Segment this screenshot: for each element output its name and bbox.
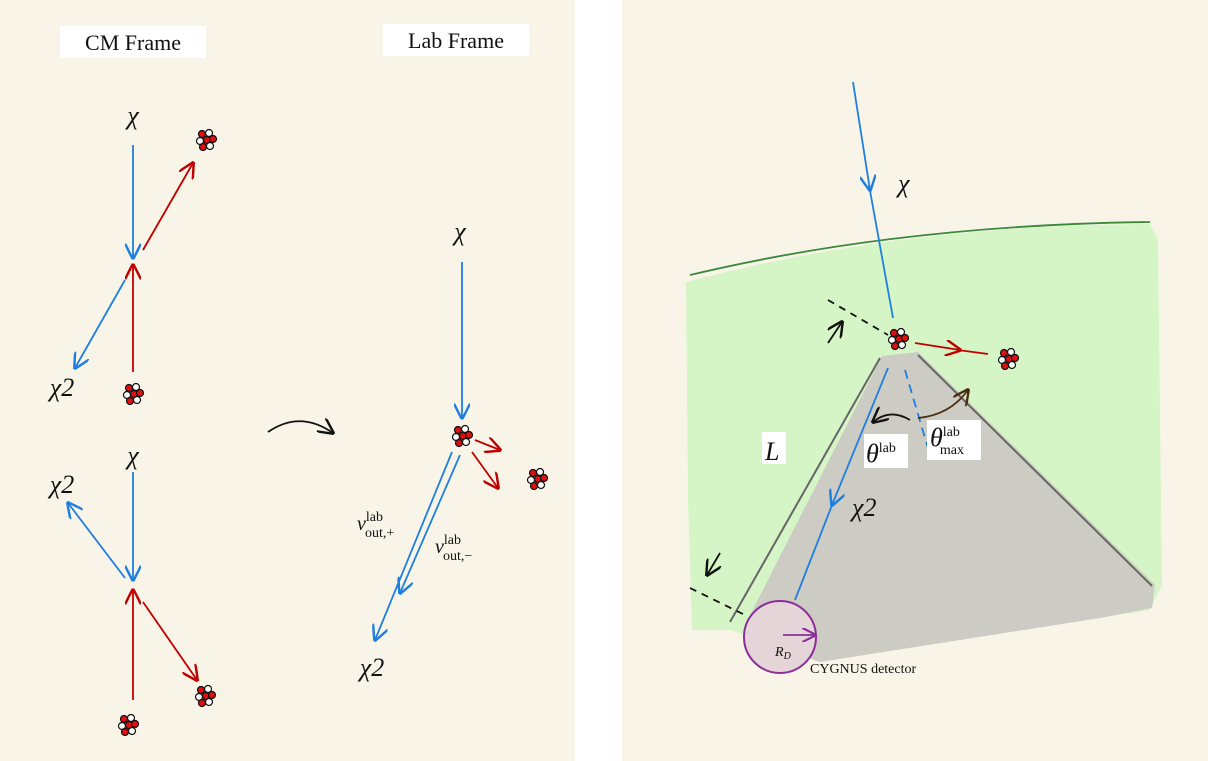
trajectories xyxy=(689,81,989,616)
lab-frame xyxy=(375,262,500,640)
transform-arrow xyxy=(267,421,333,433)
chi-label: χ xyxy=(124,441,139,470)
chi2-label: χ2 xyxy=(357,653,384,682)
cm-title: CM Frame xyxy=(85,30,181,55)
radius-label: RD xyxy=(774,645,792,662)
chi2-label: χ2 xyxy=(47,470,74,499)
chi2-label: χ2 xyxy=(849,493,876,522)
detector-label: CYGNUS detector xyxy=(810,662,916,677)
label-bg xyxy=(762,432,786,464)
detector xyxy=(743,600,817,674)
lab-title: Lab Frame xyxy=(408,28,504,53)
label-bg xyxy=(864,434,908,468)
cone-edge xyxy=(729,357,881,623)
chi2-label: χ2 xyxy=(47,373,74,402)
label-bg xyxy=(60,26,206,58)
chi-label: χ xyxy=(124,101,139,130)
label-bg xyxy=(927,420,981,460)
theta-label: θlab xyxy=(866,439,896,468)
chi-label: χ xyxy=(451,217,466,246)
velocity-plus: vlab out,+ xyxy=(357,510,394,541)
cm-top xyxy=(75,145,193,372)
velocity-minus: vlab out,− xyxy=(435,533,472,564)
distance-label: L xyxy=(764,437,779,466)
chi-label: χ xyxy=(895,169,910,198)
left-panel xyxy=(0,0,575,761)
surface xyxy=(689,221,1151,276)
cm-bottom xyxy=(68,472,197,700)
theta-max-label: θlab max xyxy=(930,423,964,458)
label-bg xyxy=(383,24,529,56)
cone xyxy=(745,352,1155,662)
